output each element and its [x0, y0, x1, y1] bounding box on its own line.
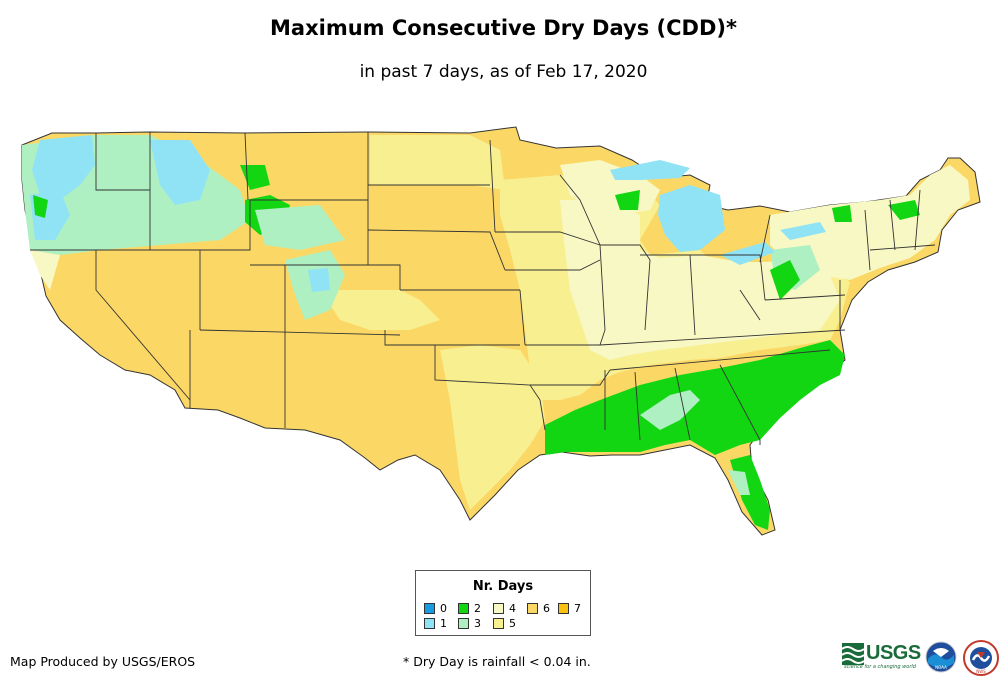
us-dry-days-map [21, 126, 981, 536]
legend-label: 1 [440, 617, 447, 630]
legend-label: 3 [474, 617, 481, 630]
dry-day-footnote: * Dry Day is rainfall < 0.04 in. [403, 654, 591, 669]
legend-box: Nr. Days 0 1 2 3 4 5 6 7 [415, 570, 591, 636]
nws-logo-icon: NWS [963, 640, 999, 676]
region-mn-2 [615, 190, 640, 210]
noaa-logo-icon: NOAA [925, 641, 957, 673]
region-dakotas-4 [370, 135, 505, 190]
legend-swatch [424, 618, 435, 629]
legend-item-3: 3 [458, 617, 481, 630]
lake-erie [720, 242, 775, 265]
usgs-wordmark: USGS [866, 642, 921, 664]
legend-label: 4 [509, 602, 516, 615]
region-ne-2a [888, 200, 920, 220]
legend-swatch [458, 618, 469, 629]
legend-swatch [558, 603, 569, 614]
legend-item-1: 1 [424, 617, 447, 630]
legend-swatch [424, 603, 435, 614]
legend-item-0: 0 [424, 602, 447, 615]
nws-wordmark: NWS [976, 669, 986, 674]
region-idaho-1 [150, 140, 210, 205]
legend-title: Nr. Days [472, 579, 534, 594]
state-borders [30, 132, 936, 445]
legend-label: 7 [574, 602, 581, 615]
legend-label: 2 [474, 602, 481, 615]
map-layers [21, 126, 981, 536]
legend-item-4: 4 [493, 602, 516, 615]
region-texas-east-5 [440, 345, 545, 510]
noaa-wordmark: NOAA [935, 665, 947, 670]
map-credit: Map Produced by USGS/EROS [10, 654, 196, 669]
legend-item-2: 2 [458, 602, 481, 615]
usgs-logo: USGS science for a changing world [842, 642, 921, 672]
legend-label: 5 [509, 617, 516, 630]
region-gulf-coast-3 [640, 390, 700, 430]
legend-item-7: 7 [558, 602, 581, 615]
map-subtitle: in past 7 days, as of Feb 17, 2020 [359, 62, 648, 82]
region-colorado-plains-5 [320, 290, 440, 330]
lake-michigan [658, 185, 725, 252]
region-washington-1 [32, 135, 95, 200]
map-title: Maximum Consecutive Dry Days (CDD)* [270, 16, 737, 40]
legend-swatch [527, 603, 538, 614]
lake-superior [610, 160, 690, 180]
region-florida-3 [728, 470, 750, 495]
usgs-tagline: science for a changing world [844, 664, 916, 670]
region-ne-2b [832, 205, 852, 222]
lake-ontario [780, 222, 826, 240]
legend-swatch [493, 618, 504, 629]
region-wa-coast-2 [33, 195, 48, 218]
legend-swatch [493, 603, 504, 614]
legend-item-5: 5 [493, 617, 516, 630]
legend-item-6: 6 [527, 602, 550, 615]
region-ca-coast-4 [30, 250, 60, 290]
region-wyoming-3 [255, 205, 345, 250]
legend-label: 0 [440, 602, 447, 615]
region-ohio-valley-4 [560, 200, 840, 360]
legend-label: 6 [543, 602, 550, 615]
region-ny-2 [770, 260, 800, 300]
legend-swatch [458, 603, 469, 614]
region-colorado-1 [308, 268, 330, 292]
usgs-wave-icon [842, 643, 864, 665]
